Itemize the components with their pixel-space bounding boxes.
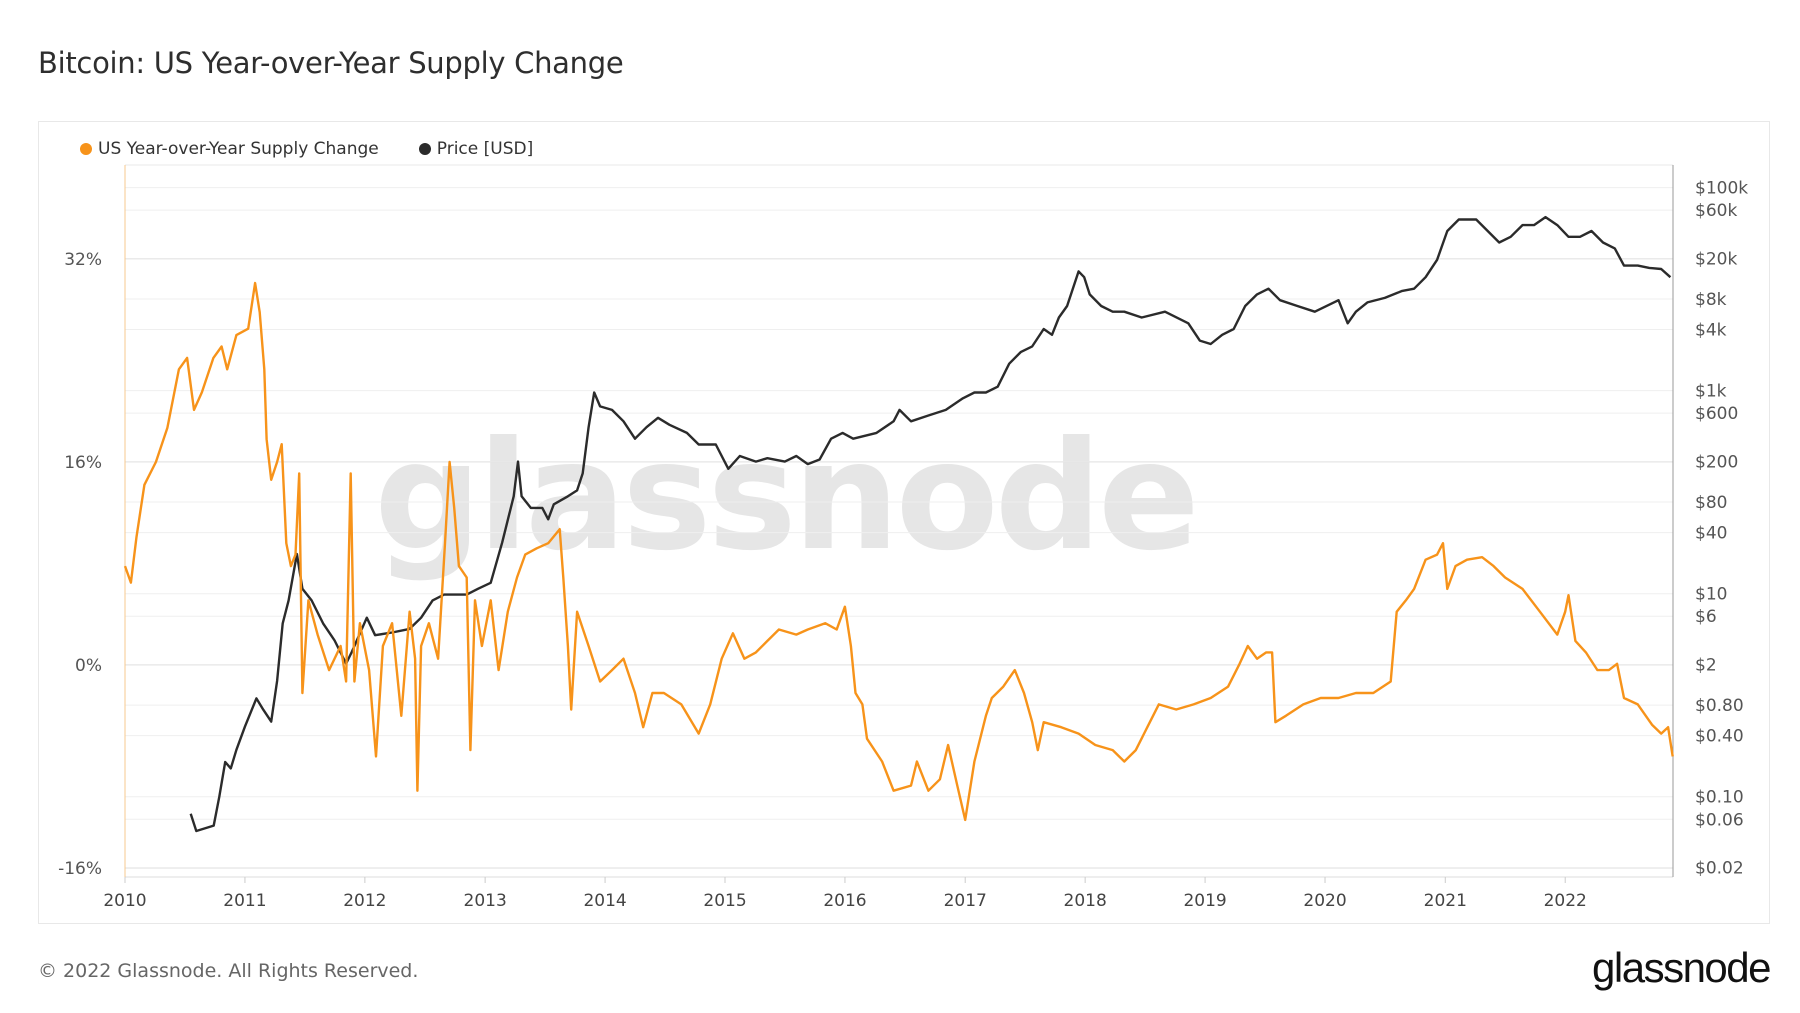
right-axis-tick-label: $10	[1695, 585, 1727, 605]
legend: US Year-over-Year Supply Change Price [U…	[80, 139, 533, 159]
x-axis-tick-label: 2013	[464, 891, 507, 911]
series-price	[189, 215, 1672, 833]
right-axis-tick-label: $6	[1695, 607, 1717, 627]
right-axis-tick-label: $600	[1695, 404, 1738, 424]
x-axis-tick-label: 2017	[944, 891, 987, 911]
right-axis-tick-label: $20k	[1695, 250, 1737, 270]
copyright-footer: © 2022 Glassnode. All Rights Reserved.	[38, 960, 419, 982]
left-axis-tick-label: 0%	[75, 656, 102, 676]
x-axis-tick-label: 2014	[583, 891, 626, 911]
right-axis-tick-label: $100k	[1695, 179, 1748, 199]
series-supply-change	[123, 281, 1674, 822]
right-axis-tick-label: $4k	[1695, 321, 1727, 341]
right-axis-tick-label: $40	[1695, 524, 1727, 544]
glassnode-logo: glassnode	[1592, 944, 1771, 991]
x-axis-tick-label: 2011	[223, 891, 266, 911]
x-axis-tick-label: 2020	[1303, 891, 1346, 911]
legend-item-supply-change[interactable]: US Year-over-Year Supply Change	[80, 139, 379, 159]
watermark: glassnode	[374, 410, 1196, 584]
legend-item-price[interactable]: Price [USD]	[418, 139, 534, 159]
right-axis-tick-label: $0.80	[1695, 696, 1744, 716]
right-axis-tick-label: $60k	[1695, 201, 1737, 221]
left-axis-tick-label: 16%	[64, 453, 102, 473]
left-axis-tick-label: -16%	[58, 859, 102, 879]
x-axis-tick-label: 2021	[1424, 891, 1467, 911]
legend-dot-orange-icon	[80, 143, 92, 155]
right-axis-tick-label: $80	[1695, 493, 1727, 513]
x-axis-tick-label: 2015	[703, 891, 746, 911]
left-axis-tick-label: 32%	[64, 250, 102, 270]
x-axis-tick-label: 2018	[1064, 891, 1107, 911]
right-axis-tick-label: $0.40	[1695, 727, 1744, 747]
legend-dot-black-icon	[418, 143, 431, 155]
right-axis-tick-label: $8k	[1695, 290, 1727, 310]
x-axis-tick-label: 2010	[103, 891, 146, 911]
chart-panel	[38, 121, 1770, 924]
right-axis-tick-label: $0.10	[1695, 788, 1744, 808]
right-axis-tick-label: $2	[1695, 656, 1717, 676]
legend-label: US Year-over-Year Supply Change	[98, 139, 379, 159]
right-axis-tick-label: $0.02	[1695, 859, 1744, 879]
right-axis-tick-label: $0.06	[1695, 810, 1744, 830]
x-axis-tick-label: 2012	[343, 891, 386, 911]
x-axis-tick-label: 2016	[823, 891, 866, 911]
x-axis-tick-label: 2019	[1183, 891, 1226, 911]
right-axis-tick-label: $1k	[1695, 382, 1727, 402]
chart-title: Bitcoin: US Year-over-Year Supply Change	[38, 46, 624, 80]
legend-label: Price [USD]	[436, 139, 534, 159]
right-axis-tick-label: $200	[1695, 453, 1738, 473]
x-axis-tick-label: 2022	[1544, 891, 1587, 911]
